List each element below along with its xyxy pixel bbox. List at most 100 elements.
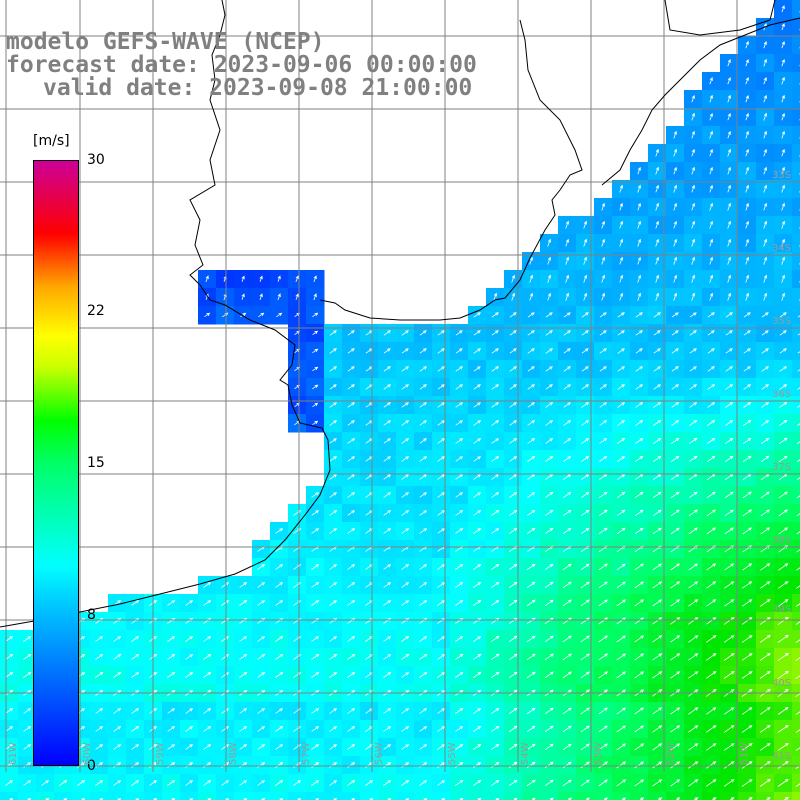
wind-speed-cell: [576, 792, 595, 800]
latitude-label: 38S: [772, 535, 791, 546]
wind-speed-cell: [792, 702, 800, 721]
wind-speed-cell: [792, 594, 800, 613]
latitude-label: 41S: [772, 751, 791, 762]
wind-speed-cell: [684, 792, 703, 800]
wind-speed-cell: [792, 216, 800, 235]
colorbar-tick-8: 8: [87, 607, 96, 623]
wind-speed-cell: [792, 18, 800, 37]
longitude-label: 56W: [374, 742, 385, 765]
wind-speed-cell: [450, 792, 469, 800]
wind-speed-cell: [756, 792, 775, 800]
wind-speed-cell: [792, 180, 800, 199]
latitude-label: 40S: [772, 678, 791, 689]
wind-speed-cell: [108, 792, 127, 800]
wind-speed-cell: [720, 792, 739, 800]
wind-speed-cell: [792, 540, 800, 559]
wind-speed-cell: [702, 792, 721, 800]
latitude-label: 33S: [772, 170, 791, 181]
longitude-label: 61W: [8, 742, 19, 765]
wind-speed-cell: [486, 792, 505, 800]
wind-speed-cell: [792, 486, 800, 505]
wind-speed-cell: [54, 792, 73, 800]
wind-speed-cell: [792, 306, 800, 325]
longitude-label: 52W: [666, 742, 677, 765]
wind-speed-cell: [792, 450, 800, 469]
wind-speed-cell: [504, 792, 523, 800]
wind-speed-cell: [792, 144, 800, 163]
valid-date: valid date: 2023-09-08 21:00:00: [43, 76, 472, 100]
latitude-label: 37S: [772, 462, 791, 473]
wind-speed-cell: [792, 720, 800, 739]
wind-speed-cell: [792, 432, 800, 451]
wind-speed-cell: [612, 792, 631, 800]
wind-speed-cell: [792, 90, 800, 109]
wind-speed-cell: [792, 756, 800, 775]
wind-speed-cell: [414, 792, 433, 800]
wind-speed-cell: [792, 270, 800, 289]
longitude-label: 55W: [447, 742, 458, 765]
wind-speed-cell: [360, 792, 379, 800]
wind-speed-cell: [792, 72, 800, 91]
longitude-label: 60W: [82, 742, 93, 765]
wind-speed-cell: [774, 792, 793, 800]
wind-speed-cell: [594, 792, 613, 800]
longitude-label: 59W: [155, 742, 166, 765]
wind-speed-cell: [666, 792, 685, 800]
wind-speed-cell: [792, 198, 800, 217]
wind-speed-cell: [270, 792, 289, 800]
latitude-label: 35S: [772, 316, 791, 327]
wind-speed-cell: [792, 666, 800, 685]
wind-speed-cell: [792, 774, 800, 793]
wind-speed-cell: [180, 792, 199, 800]
model-title: modelo GEFS-WAVE (NCEP): [6, 30, 325, 54]
wind-speed-cell: [648, 792, 667, 800]
longitude-label: 58W: [228, 742, 239, 765]
wind-speed-cell: [36, 792, 55, 800]
wind-speed-cell: [342, 792, 361, 800]
latitude-label: 34S: [772, 243, 791, 254]
wind-speed-cell: [432, 792, 451, 800]
wind-speed-cell: [792, 522, 800, 541]
wind-speed-cell: [216, 792, 235, 800]
wind-speed-cell: [18, 792, 37, 800]
colorbar: [33, 160, 79, 766]
wind-speed-cell: [792, 342, 800, 361]
latitude-label: 39S: [772, 604, 791, 615]
wind-speed-cell: [378, 792, 397, 800]
longitude-label: 54W: [520, 742, 531, 765]
wind-speed-cell: [126, 792, 145, 800]
colorbar-tick-15: 15: [87, 455, 105, 471]
wind-speed-cell: [792, 162, 800, 181]
wind-speed-cell: [792, 324, 800, 343]
wind-speed-cell: [792, 378, 800, 397]
wind-speed-cell: [306, 792, 325, 800]
wind-speed-cell: [792, 360, 800, 379]
wind-speed-cell: [198, 792, 217, 800]
wind-speed-cell: [162, 792, 181, 800]
wind-speed-cell: [792, 288, 800, 307]
wind-speed-cell: [396, 792, 415, 800]
wind-speed-cell: [792, 108, 800, 127]
wind-speed-cell: [792, 558, 800, 577]
wind-speed-cell: [234, 792, 253, 800]
forecast-date: forecast date: 2023-09-06 00:00:00: [6, 53, 477, 77]
wind-speed-cell: [324, 792, 343, 800]
wind-speed-cell: [468, 792, 487, 800]
wind-speed-cell: [630, 792, 649, 800]
wind-speed-cell: [792, 396, 800, 415]
colorbar-tick-30: 30: [87, 152, 105, 168]
wind-speed-cell: [792, 576, 800, 595]
wind-speed-cell: [792, 612, 800, 631]
wind-speed-cell: [0, 792, 19, 800]
wind-speed-cell: [792, 738, 800, 757]
wind-speed-cell: [558, 792, 577, 800]
wind-speed-cell: [144, 792, 163, 800]
wind-speed-cell: [792, 630, 800, 649]
colorbar-tick-22: 22: [87, 303, 105, 319]
wind-speed-cell: [792, 234, 800, 253]
wind-speed-cell: [72, 792, 91, 800]
wind-speed-cell: [252, 792, 271, 800]
longitude-label: 57W: [301, 742, 312, 765]
wind-speed-cell: [90, 792, 109, 800]
